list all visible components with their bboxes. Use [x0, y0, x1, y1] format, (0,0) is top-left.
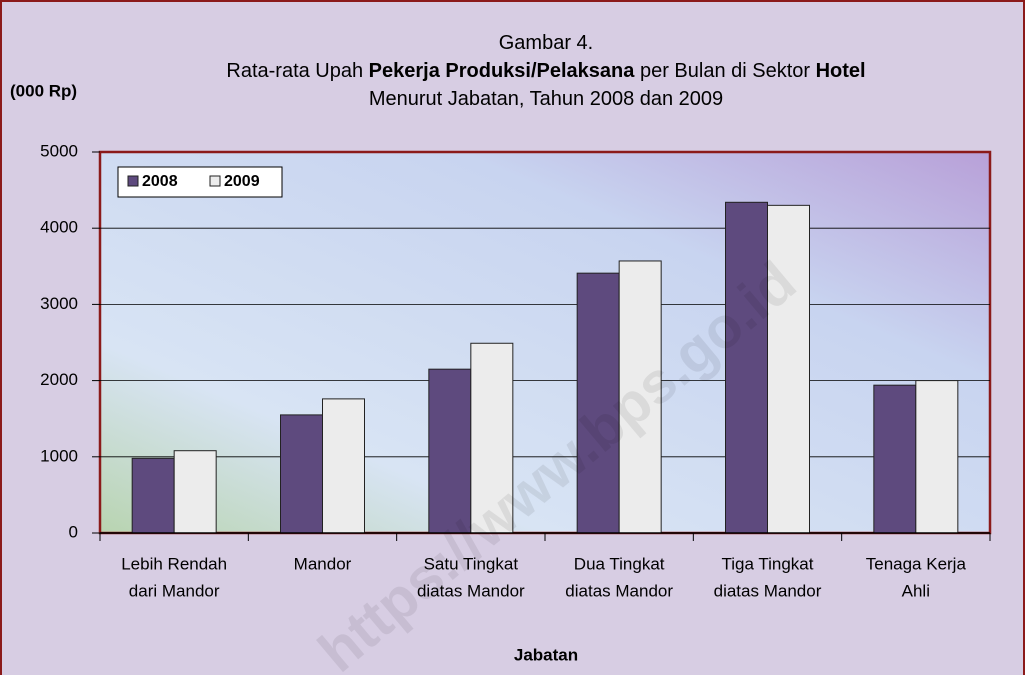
- y-tick-label: 2000: [40, 370, 78, 389]
- legend-swatch: [209, 175, 221, 187]
- x-tick-label: diatas Mandor: [714, 581, 822, 600]
- legend-label: 2009: [224, 173, 260, 190]
- bar: [767, 204, 810, 534]
- y-tick-label: 4000: [40, 218, 78, 237]
- x-axis-label: Jabatan: [514, 645, 578, 664]
- y-tick-label: 1000: [40, 446, 78, 465]
- bar: [915, 380, 959, 534]
- legend: [117, 166, 283, 198]
- bar: [131, 457, 175, 534]
- chart-title: Rata-rata Upah Pekerja Produksi/Pelaksan…: [226, 60, 865, 82]
- x-tick-label: Dua Tingkat: [574, 554, 665, 573]
- x-tick-label: diatas Mandor: [565, 581, 673, 600]
- plot-area: [98, 150, 992, 535]
- legend-swatch: [127, 175, 139, 187]
- legend-label: 2008: [142, 173, 178, 190]
- y-axis-label: (000 Rp): [10, 81, 77, 100]
- title-part: Gambar 4.: [499, 32, 593, 54]
- x-tick-label: Mandor: [294, 554, 352, 573]
- title-part: Menurut Jabatan, Tahun 2008 dan 2009: [369, 88, 723, 110]
- title-part: Hotel: [816, 60, 866, 82]
- title-part: per Bulan di Sektor: [634, 60, 815, 82]
- title-part: Pekerja Produksi/Pelaksana: [369, 60, 636, 82]
- x-tick-label: Satu Tingkat: [424, 554, 519, 573]
- bar: [725, 201, 768, 534]
- bar: [322, 398, 365, 534]
- bar: [173, 450, 217, 534]
- title-part: Rata-rata Upah: [226, 60, 368, 82]
- x-tick-label: dari Mandor: [129, 581, 220, 600]
- bar: [618, 260, 662, 534]
- bar: [470, 342, 514, 534]
- bar: [428, 368, 472, 534]
- x-tick-label: Tiga Tingkat: [722, 554, 814, 573]
- chart-title: Gambar 4.: [499, 32, 593, 54]
- x-tick-label: Tenaga Kerja: [866, 554, 967, 573]
- x-tick-label: diatas Mandor: [417, 581, 525, 600]
- chart-title: Menurut Jabatan, Tahun 2008 dan 2009: [369, 88, 723, 110]
- bar: [280, 414, 323, 534]
- x-tick-label: Lebih Rendah: [121, 554, 227, 573]
- y-tick-label: 0: [69, 522, 78, 541]
- x-tick-label: Ahli: [902, 581, 930, 600]
- bar: [873, 384, 917, 534]
- y-tick-label: 5000: [40, 141, 78, 160]
- y-tick-label: 3000: [40, 294, 78, 313]
